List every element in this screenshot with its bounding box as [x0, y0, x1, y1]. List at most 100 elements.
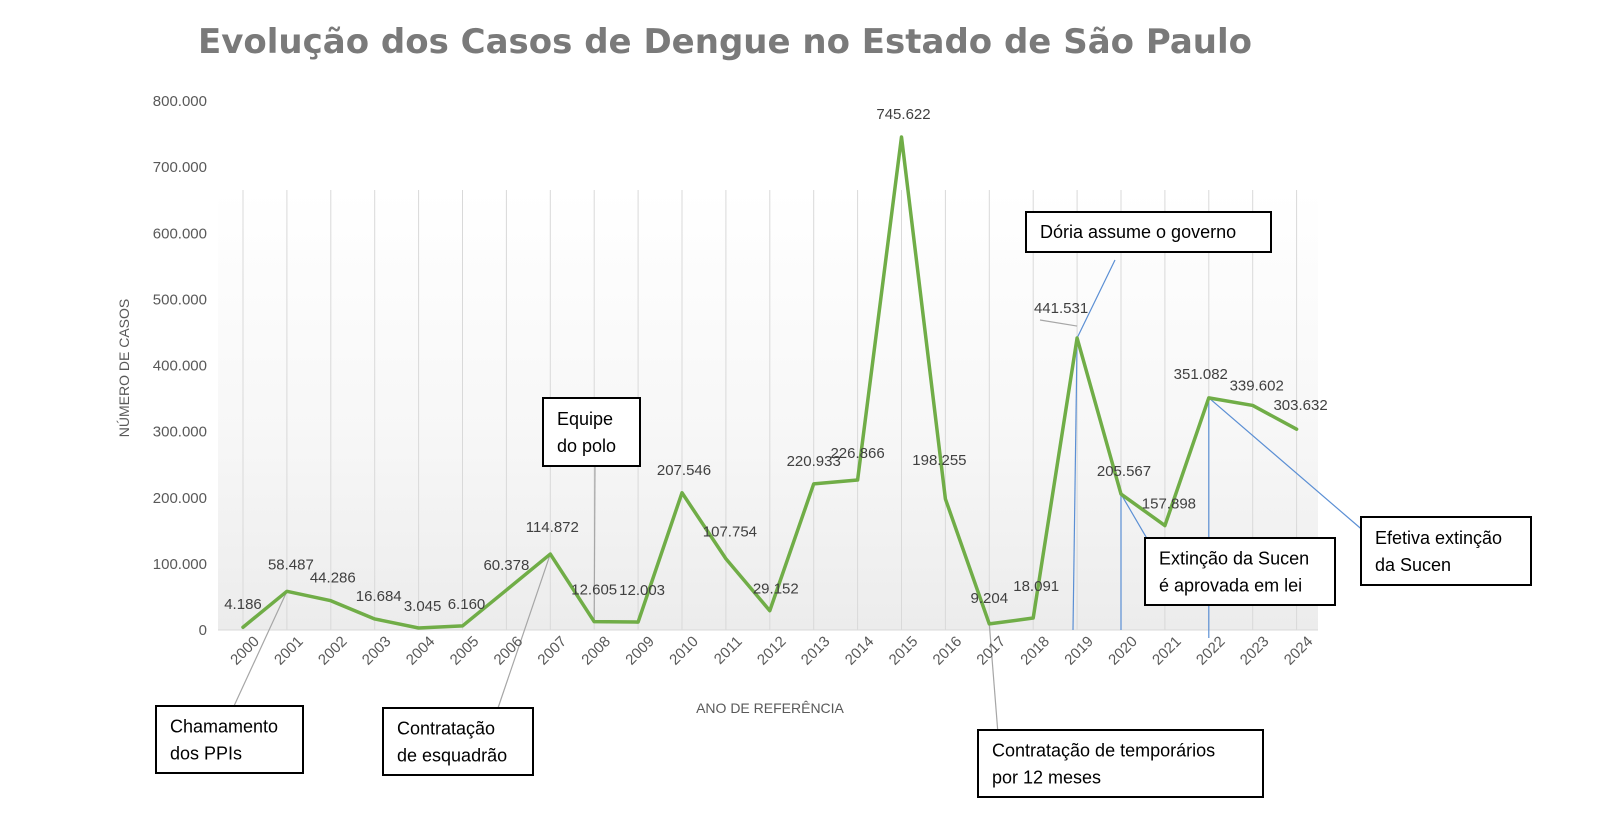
annotation-text: Equipe [557, 409, 613, 429]
x-tick-label: 2003 [359, 633, 395, 669]
y-axis-label: NÚMERO DE CASOS [116, 299, 132, 437]
data-label-2010: 207.546 [657, 462, 711, 479]
y-tick-label: 300.000 [153, 424, 207, 441]
x-tick-label: 2018 [1017, 633, 1053, 669]
x-tick-label: 2020 [1105, 633, 1141, 669]
annotation-equipe-polo: Equipe do polo [542, 397, 641, 467]
x-tick-label: 2022 [1193, 633, 1229, 669]
data-label-2003: 16.684 [356, 588, 402, 605]
annotations: Chamamento dos PPIs Contratação de esquadrã… [155, 211, 1532, 798]
x-tick-label: 2004 [403, 633, 439, 669]
data-label-2000: 4.186 [224, 596, 262, 613]
data-label-2019: 441.531 [1034, 300, 1088, 317]
x-tick-label: 2014 [842, 633, 878, 669]
chart-title: Evolução dos Casos de Dengue no Estado d… [198, 22, 1252, 62]
data-label-2008: 12.605 [571, 582, 617, 599]
annotation-box [977, 729, 1264, 798]
x-tick-label: 2005 [447, 633, 483, 669]
callout-line-1 [497, 553, 551, 709]
callout-line-10 [1208, 397, 1367, 534]
data-label-2011: 107.754 [703, 524, 757, 541]
callout-line-6 [1072, 338, 1078, 631]
annotation-box [542, 397, 641, 467]
data-label-2015: 745.622 [876, 106, 930, 123]
data-label-2001: 58.487 [268, 556, 314, 573]
callout-line-2 [593, 465, 596, 622]
data-label-2002: 44.286 [310, 570, 356, 587]
x-tick-label: 2013 [798, 633, 834, 669]
data-label-2021: 157.898 [1142, 496, 1196, 513]
annotation-text: de esquadrão [397, 746, 507, 766]
callout-line-3 [988, 623, 999, 735]
x-tick-label: 2024 [1281, 633, 1317, 669]
y-tick-label: 200.000 [153, 490, 207, 507]
annotation-text: do polo [557, 436, 616, 456]
y-tick-label: 600.000 [153, 225, 207, 242]
data-label-2014: 226.866 [830, 445, 884, 462]
x-tick-label: 2019 [1061, 633, 1097, 669]
data-label-2009: 12.003 [619, 582, 665, 599]
data-label-2013: 220.933 [787, 453, 841, 470]
y-tick-labels: 0 100.000 200.000 300.000 400.000 500.000 600.… [153, 93, 207, 639]
annotation-text: Extinção da Sucen [1159, 549, 1309, 569]
data-label-2017: 9.204 [971, 590, 1009, 607]
y-tick-label: 800.000 [153, 93, 207, 110]
y-tick-label: 0 [199, 622, 207, 639]
data-label-2006: 60.378 [483, 557, 529, 574]
annotation-text: Contratação de temporários [992, 741, 1215, 761]
annotation-text: Chamamento [170, 717, 278, 737]
annotation-temporarios: Contratação de temporários por 12 meses [977, 729, 1264, 798]
annotation-extincao-aprovada: Extinção da Sucen é aprovada em lei [1144, 537, 1336, 606]
annotation-text: Dória assume o governo [1040, 222, 1236, 242]
x-tick-label: 2010 [666, 633, 702, 669]
data-label-2005: 6.160 [448, 596, 486, 613]
annotation-text: Efetiva extinção [1375, 528, 1502, 548]
x-tick-label: 2012 [754, 633, 790, 669]
x-tick-labels: 2000 2001 2002 2003 2004 2005 2006 2007 2008 2009… [227, 633, 1316, 669]
data-label-2007: 114.872 [526, 519, 579, 536]
y-tick-label: 400.000 [153, 358, 207, 375]
x-tick-label: 2011 [711, 633, 746, 668]
x-tick-label: 2007 [534, 633, 570, 669]
x-tick-label: 2017 [973, 633, 1009, 669]
y-tick-label: 700.000 [153, 159, 207, 176]
x-tick-label: 2015 [886, 633, 922, 669]
annotation-contratacao-esquadrao: Contratação de esquadrão [382, 707, 534, 776]
annotation-box [1360, 516, 1532, 586]
annotation-doria: Dória assume o governo [1025, 211, 1272, 253]
y-tick-label: 500.000 [153, 291, 207, 308]
callout-line-4 [1039, 319, 1078, 327]
x-tick-label: 2009 [622, 633, 658, 669]
x-tick-label: 2000 [227, 633, 263, 669]
annotation-efetiva-extincao: Efetiva extinção da Sucen [1360, 516, 1532, 586]
annotation-text: é aprovada em lei [1159, 576, 1302, 596]
data-label-2022: 351.082 [1174, 366, 1228, 383]
annotation-box [155, 705, 304, 774]
data-label-2023: 339.602 [1230, 377, 1284, 394]
annotation-box [1144, 537, 1336, 606]
data-label-2020: 205.567 [1097, 463, 1151, 480]
data-label-2012: 29.152 [753, 581, 799, 598]
annotation-box [1025, 211, 1272, 253]
x-tick-label: 2002 [315, 633, 351, 669]
plot-background [218, 190, 1318, 630]
annotation-box [382, 707, 534, 776]
x-tick-label: 2006 [491, 633, 527, 669]
callout-line-8 [1120, 493, 1150, 543]
series-layer [241, 135, 1299, 630]
y-tick-label: 100.000 [153, 556, 207, 573]
data-label-2016: 198.255 [912, 452, 966, 469]
x-tick-label: 2021 [1149, 633, 1185, 669]
x-axis-label: ANO DE REFERÊNCIA [696, 700, 844, 716]
x-tick-label: 2008 [578, 633, 614, 669]
x-tick-label: 2023 [1237, 633, 1273, 669]
callout-line-5 [1076, 259, 1116, 339]
annotation-chamamento: Chamamento dos PPIs [155, 705, 304, 774]
data-label-2018: 18.091 [1013, 578, 1059, 595]
callout-line-0 [233, 591, 288, 707]
data-label-2004: 3.045 [404, 598, 442, 615]
annotation-text: da Sucen [1375, 555, 1451, 575]
annotation-text: Contratação [397, 719, 495, 739]
